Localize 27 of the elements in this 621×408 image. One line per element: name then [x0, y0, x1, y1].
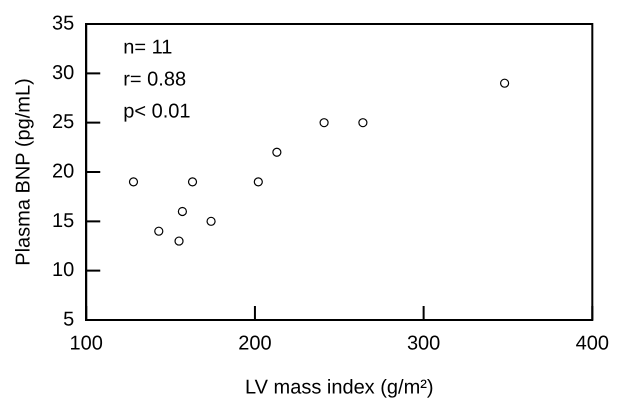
y-axis-title: Plasma BNP (pg/mL): [12, 78, 35, 266]
x-axis-title: LV mass index (g/m²): [244, 376, 434, 399]
annotation: n= 11: [123, 36, 172, 59]
x-tick-label: 400: [576, 332, 610, 355]
y-tick-label: 25: [52, 111, 74, 134]
point: [320, 118, 329, 128]
point: [254, 177, 263, 186]
y-tick-label: 30: [52, 62, 74, 84]
y-tick-label: 20: [52, 160, 74, 183]
y-tick-label: 15: [52, 210, 74, 232]
point: [358, 118, 368, 128]
point: [154, 226, 164, 236]
x-tick-label: 300: [406, 332, 440, 355]
point: [188, 177, 198, 186]
y-tick-label: 10: [52, 259, 74, 282]
annotation: p< 0.01: [123, 100, 191, 123]
point: [174, 236, 184, 246]
x-tick-label: 200: [238, 332, 272, 355]
point: [500, 78, 510, 88]
y-tick-label: 5: [63, 308, 74, 331]
x-tick-label: 100: [70, 332, 103, 355]
annotation: r= 0.88: [123, 68, 186, 91]
point: [178, 206, 187, 216]
point: [206, 216, 216, 226]
point: [272, 148, 282, 157]
point: [128, 177, 138, 186]
y-tick-label: 35: [52, 12, 74, 35]
